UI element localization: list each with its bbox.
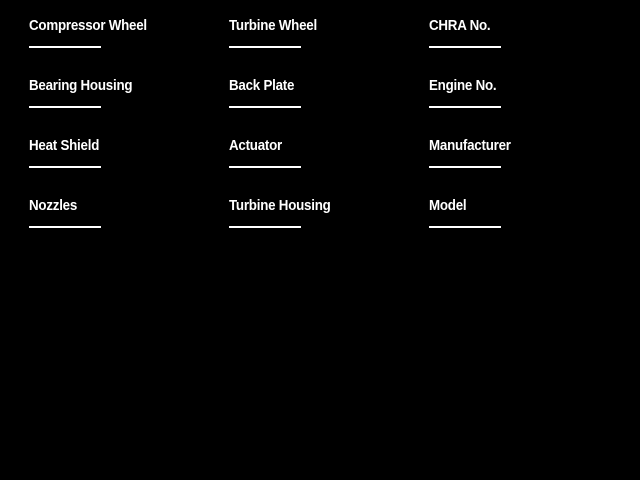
field-blank-turbine-housing[interactable] — [229, 226, 301, 228]
field-label-turbine-housing: Turbine Housing — [229, 198, 331, 214]
field-label-actuator: Actuator — [229, 138, 283, 154]
field-label-chra-no: CHRA No. — [429, 18, 491, 34]
field-blank-manufacturer[interactable] — [429, 166, 501, 168]
empty-canvas-area — [0, 250, 640, 480]
field-group-turbine-housing[interactable]: Turbine Housing — [229, 198, 419, 248]
field-group-nozzles[interactable]: Nozzles — [29, 198, 219, 248]
field-blank-back-plate[interactable] — [229, 106, 301, 108]
field-group-manufacturer[interactable]: Manufacturer — [429, 138, 619, 188]
field-blank-compressor-wheel[interactable] — [29, 46, 101, 48]
field-blank-actuator[interactable] — [229, 166, 301, 168]
field-group-heat-shield[interactable]: Heat Shield — [29, 138, 219, 188]
field-label-back-plate: Back Plate — [229, 78, 295, 94]
field-label-heat-shield: Heat Shield — [29, 138, 100, 154]
field-group-model[interactable]: Model — [429, 198, 619, 248]
field-blank-bearing-housing[interactable] — [29, 106, 101, 108]
field-group-chra-no[interactable]: CHRA No. — [429, 18, 619, 68]
field-label-nozzles: Nozzles — [29, 198, 78, 214]
field-blank-turbine-wheel[interactable] — [229, 46, 301, 48]
field-blank-heat-shield[interactable] — [29, 166, 101, 168]
field-group-back-plate[interactable]: Back Plate — [229, 78, 419, 128]
field-group-engine-no[interactable]: Engine No. — [429, 78, 619, 128]
field-label-engine-no: Engine No. — [429, 78, 497, 94]
field-label-turbine-wheel: Turbine Wheel — [229, 18, 317, 34]
field-group-compressor-wheel[interactable]: Compressor Wheel — [29, 18, 219, 68]
field-label-manufacturer: Manufacturer — [429, 138, 511, 154]
field-blank-engine-no[interactable] — [429, 106, 501, 108]
field-blank-model[interactable] — [429, 226, 501, 228]
form-field-grid: Compressor Wheel Turbine Wheel CHRA No. … — [29, 18, 619, 248]
field-group-bearing-housing[interactable]: Bearing Housing — [29, 78, 219, 128]
field-label-bearing-housing: Bearing Housing — [29, 78, 133, 94]
field-blank-nozzles[interactable] — [29, 226, 101, 228]
field-label-model: Model — [429, 198, 467, 214]
field-label-compressor-wheel: Compressor Wheel — [29, 18, 147, 34]
field-group-actuator[interactable]: Actuator — [229, 138, 419, 188]
field-group-turbine-wheel[interactable]: Turbine Wheel — [229, 18, 419, 68]
field-blank-chra-no[interactable] — [429, 46, 501, 48]
